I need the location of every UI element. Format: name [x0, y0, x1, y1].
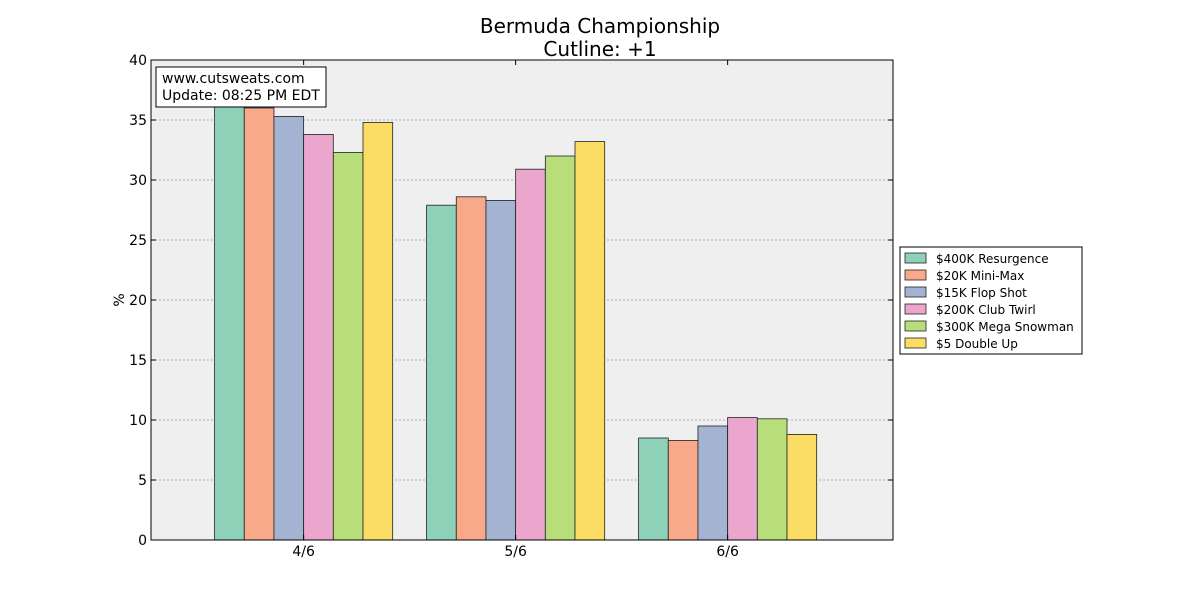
- y-tick-label: 10: [129, 413, 147, 429]
- bar: [426, 204, 457, 541]
- bar: [756, 418, 788, 541]
- legend-swatch: [904, 286, 927, 298]
- y-tick-label: 25: [129, 233, 147, 249]
- bar: [455, 196, 487, 541]
- plot-area: 0 5 10 15 20 25 30 35 40 4/6 5/6 6/6 www.cutsweats.c…: [129, 53, 894, 560]
- y-tick-label: 30: [129, 173, 147, 189]
- bar: [303, 133, 334, 541]
- x-tick-label: 4/6: [292, 544, 315, 560]
- y-tick-label: 5: [138, 473, 147, 489]
- legend-label: $400K Resurgence: [936, 252, 1049, 266]
- legend: $400K Resurgence $20K Mini-Max $15K Flop S…: [899, 246, 1083, 355]
- y-tick-label: 0: [138, 533, 147, 549]
- bar: [544, 155, 576, 541]
- bar: [727, 417, 758, 541]
- legend-swatch: [904, 320, 927, 332]
- legend-swatch: [904, 337, 927, 349]
- chart-title: Bermuda Championship: [480, 14, 720, 38]
- legend-label: $300K Mega Snowman: [936, 320, 1074, 334]
- bar: [273, 116, 305, 541]
- annotation-text: www.cutsweats.com: [162, 71, 305, 87]
- bar: [362, 122, 394, 541]
- chart-subtitle: Cutline: +1: [543, 37, 656, 61]
- bar: [214, 106, 245, 541]
- y-tick-label: 15: [129, 353, 147, 369]
- bar: [574, 141, 606, 541]
- legend-box: [899, 246, 1083, 355]
- legend-label: $200K Club Twirl: [936, 303, 1036, 317]
- legend-label: $20K Mini-Max: [936, 269, 1024, 283]
- bar: [243, 107, 275, 541]
- legend-label: $5 Double Up: [936, 337, 1018, 351]
- bar: [697, 425, 729, 541]
- y-tick-label: 40: [129, 53, 147, 69]
- legend-swatch: [904, 252, 927, 264]
- bar: [485, 199, 517, 541]
- annotation-box: [155, 66, 327, 108]
- legend-swatch: [904, 269, 927, 281]
- bar: [332, 151, 364, 541]
- bar: [515, 168, 546, 541]
- bar: [667, 439, 699, 541]
- legend-swatch: [904, 303, 927, 315]
- annotation-text: Update: 08:25 PM EDT: [162, 88, 320, 104]
- x-tick-label: 5/6: [504, 544, 527, 560]
- y-tick-label: 35: [129, 113, 147, 129]
- bar: [638, 437, 669, 541]
- x-tick-label: 6/6: [716, 544, 739, 560]
- y-tick-label: 20: [129, 293, 147, 309]
- bar: [786, 433, 818, 541]
- legend-label: $15K Flop Shot: [936, 286, 1027, 300]
- y-axis-label: %: [112, 293, 128, 306]
